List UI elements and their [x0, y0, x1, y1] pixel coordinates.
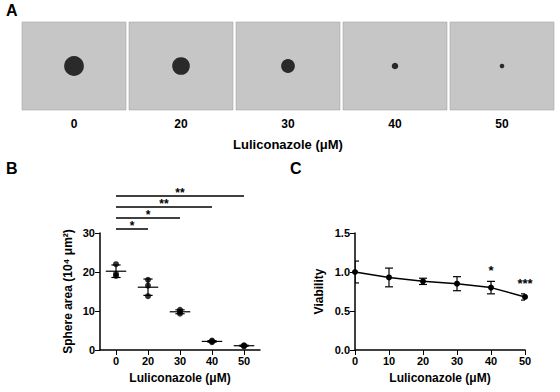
svg-text:**: **	[159, 197, 169, 211]
svg-text:30: 30	[83, 227, 95, 239]
svg-text:Luliconazole (μM): Luliconazole (μM)	[233, 137, 343, 152]
svg-text:10: 10	[83, 305, 95, 317]
svg-text:*: *	[130, 219, 135, 233]
svg-text:***: ***	[517, 276, 533, 291]
svg-text:0: 0	[352, 355, 358, 367]
svg-text:0.0: 0.0	[335, 344, 350, 356]
svg-text:Sphere area (10⁴ μm²): Sphere area (10⁴ μm²)	[61, 229, 75, 354]
svg-text:20: 20	[417, 355, 429, 367]
svg-text:B: B	[6, 160, 18, 177]
svg-text:C: C	[290, 160, 302, 177]
svg-text:10: 10	[383, 355, 395, 367]
svg-text:*: *	[488, 263, 494, 278]
svg-text:50: 50	[238, 355, 250, 367]
svg-text:**: **	[175, 186, 185, 200]
svg-text:*: *	[146, 208, 151, 222]
svg-text:50: 50	[495, 117, 509, 131]
svg-text:A: A	[6, 2, 18, 19]
svg-text:20: 20	[174, 117, 188, 131]
svg-text:1.5: 1.5	[335, 227, 350, 239]
svg-text:0: 0	[71, 117, 78, 131]
svg-text:30: 30	[174, 355, 186, 367]
svg-text:20: 20	[142, 355, 154, 367]
svg-text:0: 0	[113, 355, 119, 367]
svg-text:Luliconazole (μM): Luliconazole (μM)	[389, 371, 490, 385]
svg-text:40: 40	[485, 355, 497, 367]
svg-text:1.0: 1.0	[335, 266, 350, 278]
svg-text:30: 30	[281, 117, 295, 131]
svg-text:20: 20	[83, 266, 95, 278]
svg-text:50: 50	[519, 355, 531, 367]
svg-text:Viability: Viability	[312, 268, 326, 314]
svg-text:40: 40	[388, 117, 402, 131]
svg-text:Luliconazole (μM): Luliconazole (μM)	[129, 371, 230, 385]
svg-text:0.5: 0.5	[335, 305, 350, 317]
svg-text:0: 0	[89, 344, 95, 356]
svg-text:40: 40	[206, 355, 218, 367]
svg-text:30: 30	[451, 355, 463, 367]
